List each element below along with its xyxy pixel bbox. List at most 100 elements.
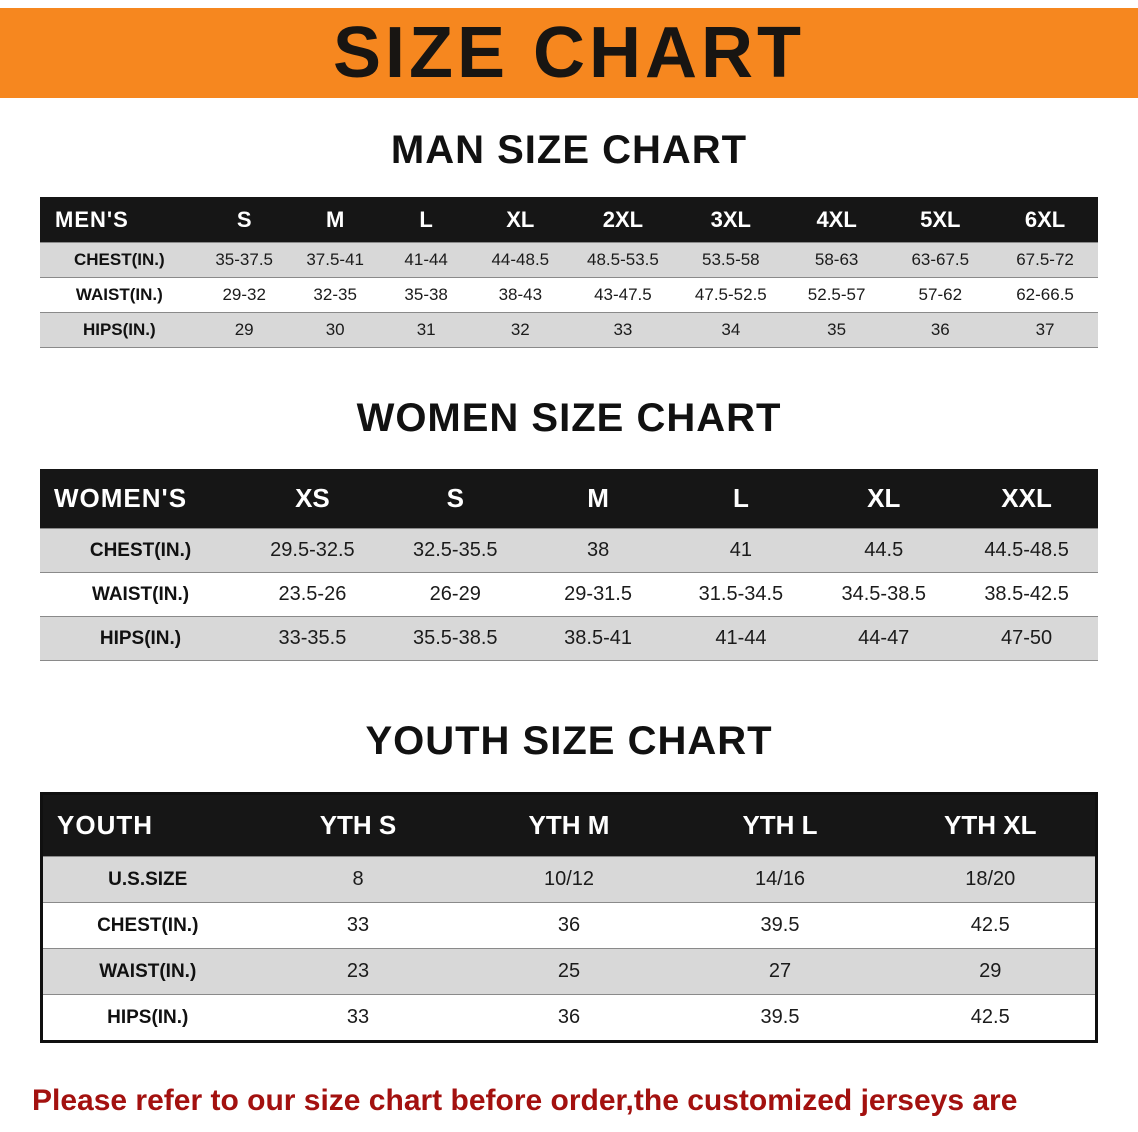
- women-header-row: WOMEN'S XS S M L XL XXL: [40, 469, 1098, 529]
- cell: 41-44: [715, 627, 767, 649]
- header-cell: L: [732, 483, 749, 513]
- header-cell: L: [419, 207, 433, 232]
- men-chest-row: CHEST(IN.) 35-37.5 37.5-41 41-44 44-48.5…: [40, 242, 1098, 278]
- men-hips-row: HIPS(IN.) 29 30 31 32 33 34 35 36 37: [40, 312, 1098, 348]
- youth-size-table: YOUTH YTH S YTH M YTH L YTH XL U.S.SIZE …: [40, 792, 1098, 1043]
- cell: 32.5-35.5: [413, 539, 498, 561]
- row-label: CHEST(IN.): [74, 250, 165, 269]
- women-section-heading: WOMEN SIZE CHART: [356, 396, 782, 440]
- cell: 44-48.5: [491, 250, 550, 269]
- cell: 44-47: [858, 627, 910, 649]
- row-label: CHEST(IN.): [97, 914, 199, 936]
- cell: 34.5-38.5: [841, 583, 926, 605]
- cell: 32: [510, 320, 530, 339]
- header-cell: M: [326, 207, 345, 232]
- cell: 44.5: [864, 539, 904, 561]
- men-size-table: MEN'S S M L XL 2XL 3XL 4XL 5XL 6XL CHEST…: [40, 197, 1098, 348]
- cell: 52.5-57: [807, 285, 866, 304]
- youth-waist-row: WAIST(IN.) 23 25 27 29: [41, 948, 1097, 995]
- cell: 30: [325, 320, 345, 339]
- cell: 67.5-72: [1016, 250, 1074, 269]
- cell: 58-63: [814, 250, 859, 269]
- women-hips-row: HIPS(IN.) 33-35.5 35.5-38.5 38.5-41 41-4…: [40, 616, 1098, 661]
- cell: 36: [557, 914, 581, 936]
- women-size-table: WOMEN'S XS S M L XL XXL CHEST(IN.) 29.5-…: [40, 469, 1098, 661]
- cell: 26-29: [429, 583, 481, 605]
- cell: 38.5-42.5: [984, 583, 1069, 605]
- cell: 37.5-41: [306, 250, 364, 269]
- header-cell: XS: [295, 483, 330, 513]
- cell: 42.5: [970, 914, 1010, 936]
- cell: 23.5-26: [278, 583, 347, 605]
- cell: 35-38: [404, 285, 448, 304]
- header-cell: XL: [506, 207, 535, 232]
- header-cell: 5XL: [920, 207, 961, 232]
- cell: 27: [768, 960, 792, 982]
- women-waist-row: WAIST(IN.) 23.5-26 26-29 29-31.5 31.5-34…: [40, 572, 1098, 617]
- header-cell: YTH M: [528, 810, 610, 840]
- cell: 29: [979, 960, 1002, 982]
- header-cell: XXL: [1001, 483, 1052, 513]
- header-cell: WOMEN'S: [54, 483, 188, 513]
- youth-hips-row: HIPS(IN.) 33 36 39.5 42.5: [41, 994, 1097, 1042]
- cell: 41-44: [404, 250, 448, 269]
- cell: 37: [1035, 320, 1055, 339]
- cell: 29-32: [222, 285, 266, 304]
- women-chest-row: CHEST(IN.) 29.5-32.5 32.5-35.5 38 41 44.…: [40, 528, 1098, 573]
- cell: 63-67.5: [911, 250, 970, 269]
- header-cell: 4XL: [816, 207, 857, 232]
- row-label: WAIST(IN.): [75, 285, 163, 304]
- youth-ussize-row: U.S.SIZE 8 10/12 14/16 18/20: [41, 856, 1097, 903]
- cell: 34: [721, 320, 741, 339]
- banner: SIZE CHART: [0, 8, 1138, 98]
- cell: 47-50: [1001, 627, 1053, 649]
- header-cell: S: [446, 483, 464, 513]
- cell: 47.5-52.5: [694, 285, 767, 304]
- header-cell: 6XL: [1024, 207, 1066, 232]
- cell: 39.5: [760, 1006, 800, 1028]
- cell: 57-62: [918, 285, 963, 304]
- cell: 8: [352, 868, 364, 890]
- cell: 35-37.5: [215, 250, 274, 269]
- cell: 41: [729, 539, 753, 561]
- cell: 43-47.5: [594, 285, 652, 304]
- header-cell: YTH L: [742, 810, 818, 840]
- cell: 48.5-53.5: [587, 250, 659, 269]
- row-label: HIPS(IN.): [107, 1006, 189, 1028]
- cell: 35: [827, 320, 847, 339]
- cell: 31: [416, 320, 436, 339]
- row-label: HIPS(IN.): [99, 627, 182, 649]
- cell: 42.5: [970, 1006, 1010, 1028]
- cell: 33: [613, 320, 633, 339]
- men-waist-row: WAIST(IN.) 29-32 32-35 35-38 38-43 43-47…: [40, 277, 1098, 313]
- header-cell: XL: [867, 483, 901, 513]
- cell: 39.5: [760, 914, 800, 936]
- cell: 38.5-41: [564, 627, 632, 649]
- cell: 33: [346, 1006, 370, 1028]
- cell: 29-31.5: [564, 583, 632, 605]
- cell: 25: [557, 960, 581, 982]
- cell: 35.5-38.5: [413, 627, 498, 649]
- page-title: SIZE CHART: [333, 13, 805, 93]
- footer-line-1: Please refer to our size chart before or…: [32, 1084, 1018, 1132]
- cell: 29.5-32.5: [270, 539, 355, 561]
- cell: 29: [234, 320, 254, 339]
- row-label: U.S.SIZE: [108, 868, 188, 890]
- row-label: WAIST(IN.): [91, 583, 190, 605]
- cell: 53.5-58: [701, 250, 760, 269]
- cell: 33-35.5: [278, 627, 347, 649]
- cell: 14/16: [754, 868, 806, 890]
- youth-chest-row: CHEST(IN.) 33 36 39.5 42.5: [41, 902, 1097, 949]
- header-cell: S: [236, 207, 252, 232]
- footer-note: Please refer to our size chart before or…: [32, 1079, 1106, 1132]
- cell: 33: [346, 914, 370, 936]
- cell: 10/12: [543, 868, 595, 890]
- cell: 38: [586, 539, 610, 561]
- header-cell: MEN'S: [55, 207, 129, 232]
- cell: 32-35: [313, 285, 357, 304]
- row-label: HIPS(IN.): [82, 320, 156, 339]
- cell: 23: [346, 960, 370, 982]
- men-section-heading: MAN SIZE CHART: [390, 128, 748, 172]
- cell: 36: [557, 1006, 581, 1028]
